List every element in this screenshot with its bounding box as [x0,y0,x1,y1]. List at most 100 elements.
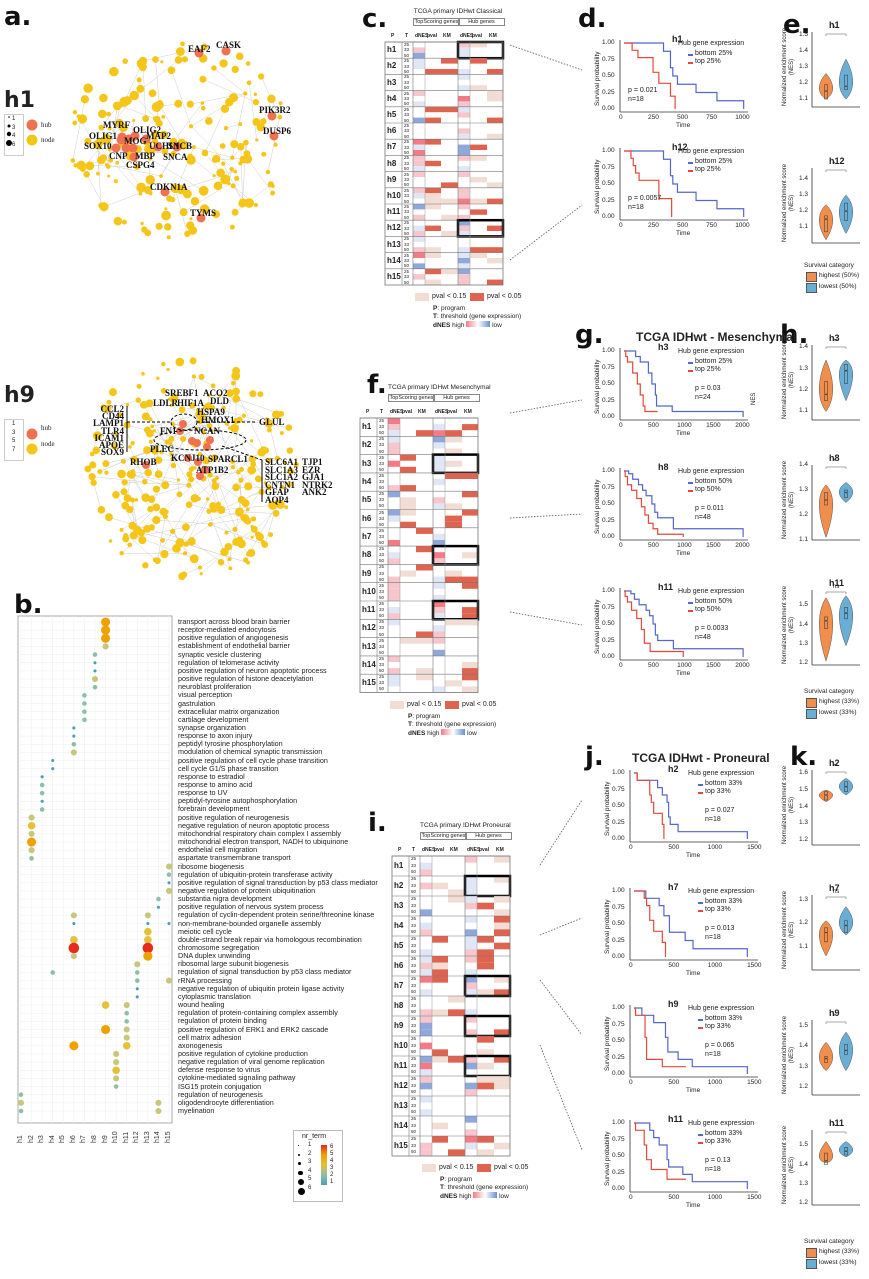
network-node [175,538,185,548]
dotplot-point [28,830,35,837]
gene-label: HMOX1 [201,415,235,425]
threshold-label: 33 [411,1102,417,1108]
heatmap-cell [425,117,441,123]
heat-legend-key: P: program T: threshold (gene expression)… [440,1176,528,1201]
network-node [108,388,117,397]
box-blue [844,202,848,221]
node-legend-label: node [41,136,55,144]
network-edge [240,146,243,203]
hub-node [196,213,206,223]
heatmap-cell [433,576,445,583]
threshold-label: 33 [411,1122,417,1128]
y-axis-label: Survival probability [604,1131,611,1186]
network-edge [117,118,155,163]
network-node [135,397,142,403]
network-node [179,208,188,217]
survival-legend-title: Survival category [804,262,854,269]
threshold-label: 50 [379,448,385,454]
km-plot-area [629,1120,758,1193]
threshold-label: 33 [404,177,410,182]
heatmap-cell [388,418,400,425]
network-node [197,565,203,570]
network-edge [134,95,158,120]
threshold-label: 25 [404,74,410,80]
heatmap-cell [433,442,445,449]
network-node [107,126,112,131]
violin-orange [819,204,833,241]
pval-light-swatch [390,700,404,709]
dotplot-point [93,669,97,673]
x-tick-label: 1500 [706,542,721,549]
significance-bracket [825,1131,847,1134]
network-node [115,160,120,165]
network-node [293,461,299,468]
threshold-label: 33 [404,274,410,280]
threshold-label: 25 [404,90,410,96]
heatmap-cell [388,619,400,626]
y-axis-label: Survival probability [594,51,601,106]
network-node [265,417,269,421]
y-tick-label: 0.00 [612,1185,625,1192]
size-legend-1: 1 [12,421,16,427]
gene-label: PLEC [150,444,175,454]
sample-size: n=18 [705,934,721,941]
program-label: h1 [394,861,404,870]
threshold-label: 50 [411,1149,417,1155]
heatmap-cell [441,106,458,113]
network-edge [183,183,230,213]
network-node [104,513,113,522]
connector-line [539,1044,583,1151]
pval-light-label: pval < 0.15 [439,1164,474,1171]
violin-plot-area [811,1130,860,1206]
heatmap-cell [465,949,477,956]
network-node [244,482,253,491]
color-scale-tick: 2 [330,1172,334,1178]
heatmap-cell [433,533,445,540]
x-tick-label: 1000 [707,1194,723,1201]
km-legend-title: Hub gene expression [678,468,745,475]
network-node [152,116,157,121]
heatmap-cell [445,472,462,479]
nes-stray-label: NES [751,392,757,405]
x-tick-label: 1000 [735,114,750,121]
heatmap-cell [413,139,425,145]
network-node [282,460,287,465]
network-edge [149,433,207,461]
network-node [280,484,285,490]
heatmap-cell [433,631,445,638]
network-node [233,169,238,174]
mesenchymal-title: TCGA IDHwt - Mesenchymal [636,330,797,344]
heatmap-cell [413,58,425,64]
y-tick-label: 1.00 [602,347,615,354]
x-tick-label: 0 [629,1194,633,1201]
heatmap-cell [494,1082,510,1090]
y-tick-label: 0.50 [602,180,615,187]
violin-blue [839,359,853,402]
program-label: h5 [394,941,404,950]
program-label: h14 [362,660,376,670]
gene-label: SLC1A2 [265,472,299,482]
dotplot-point [72,734,76,738]
heatmap-cell [425,252,441,258]
heatmap-cell [487,225,503,231]
gene-label: CSPG4 [126,160,155,170]
network-edge [148,149,151,194]
dotplot-point [70,749,77,756]
gene-label: MYRF [103,120,130,130]
threshold-label: 25 [404,171,410,177]
program-label: h2 [362,440,372,450]
heatmap-cell [388,674,400,681]
gene-label: CASK [216,40,242,50]
gene-label: MAP2 [146,131,171,141]
network-node [148,89,157,98]
legend-swatch-bottom [698,784,703,786]
significance-label: ** [833,339,838,345]
threshold-label: 33 [404,96,410,101]
dotplot-point [155,1099,162,1106]
heatmap-cell [433,424,445,431]
dotplot-point [82,693,87,698]
term-label: wound healing [178,1000,225,1010]
hub-legend-icon [26,119,38,131]
network-node [188,124,194,129]
median-orange [825,1159,827,1162]
